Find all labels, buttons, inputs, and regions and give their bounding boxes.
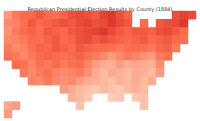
svg-text:Republican Presidential Electi: Republican Presidential Election Results… (28, 6, 173, 13)
